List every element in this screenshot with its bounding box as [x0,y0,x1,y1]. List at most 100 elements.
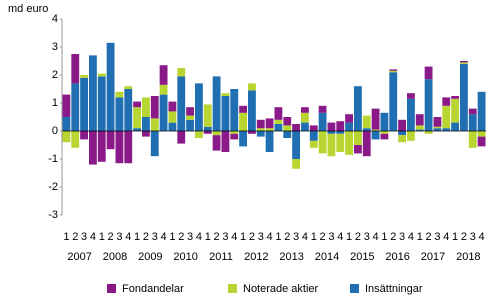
bar-segment [389,72,398,131]
year-label: 2011 [209,251,233,263]
bar-segment [451,96,459,99]
bar-segment [239,112,247,131]
bar-segment [248,83,256,91]
year-label: 2008 [103,251,127,263]
legend-swatch [228,284,237,293]
bar-segment [477,91,486,131]
bar-segment [301,122,309,131]
x-tick-label: 4 [196,231,202,243]
year-label: 2016 [385,251,409,263]
x-tick-label: 3 [364,231,370,243]
bar-segment [115,91,124,98]
x-tick-label: 4 [443,231,449,243]
bar-segment [274,107,283,120]
bar-segment [159,94,168,131]
bar-segment [451,122,459,131]
bar-segment [97,73,106,77]
bar-segment [239,131,247,147]
bar-segment [80,131,88,140]
y-tick-label: -2 [48,181,58,193]
bar-segment [106,131,115,150]
bar-segment [407,93,415,99]
bar-segment [203,126,212,131]
bar-segment [97,131,106,162]
bar-segment [230,89,239,131]
bar-segment [256,131,265,137]
x-tick-label: 4 [479,231,485,243]
bar-segment [248,90,256,131]
bar-segment [274,124,283,131]
bar-segment [442,105,451,129]
x-tick-label: 3 [222,231,228,243]
x-tick-label: 2 [284,231,290,243]
bar-segment [195,131,203,138]
bar-segment [212,76,221,131]
bar-segment [442,97,451,106]
bar-segment [124,89,133,131]
bar-segment [380,112,389,131]
year-label: 2017 [421,251,445,263]
bar-segment [468,131,477,148]
bar-segment [424,66,433,80]
legend-swatch [350,284,359,293]
x-tick-label: 2 [108,231,114,243]
bar-segment [265,118,274,129]
x-tick-label: 2 [355,231,361,243]
bar-segment [415,125,424,130]
x-tick-label: 3 [152,231,158,243]
year-label: 2013 [279,251,303,263]
x-tick-label: 3 [399,231,405,243]
bar-segment [71,83,80,131]
year-label: 2007 [67,251,91,263]
x-tick-label: 1 [63,231,69,243]
bar-segment [106,42,115,131]
bar-segment [133,107,141,129]
bar-segment [256,119,265,129]
bar-segment [345,114,353,123]
x-tick-label: 4 [125,231,131,243]
bar-segment [62,131,71,143]
bar-segment [407,98,415,131]
bar-segment [283,125,292,131]
bar-segment [150,131,159,157]
bar-segment [186,107,194,116]
x-tick-label: 2 [390,231,396,243]
x-tick-label: 3 [328,231,334,243]
bar-segment [362,128,371,131]
y-tick-label: 4 [52,13,58,25]
bar-segment [415,114,424,126]
x-tick-label: 2 [178,231,184,243]
x-tick-label: 2 [143,231,149,243]
legend-label: Insättningar [365,283,423,295]
bar-segment [256,128,265,131]
bar-segment [230,131,239,134]
year-label: 2018 [456,251,480,263]
bar-segment [301,112,309,123]
bar-segment [115,97,124,131]
bar-segment [203,104,212,127]
bar-segment [168,122,177,131]
bar-segment [389,69,398,71]
year-label: 2014 [315,251,339,263]
bar-segment [265,131,274,152]
bar-segment [354,145,362,154]
bar-segment [283,117,292,126]
bar-segment [380,133,389,140]
bar-segment [292,131,300,159]
bar-segment [318,112,327,131]
bar-segment [442,128,451,131]
x-tick-label: 2 [320,231,326,243]
bar-segment [389,70,398,73]
y-tick-label: 2 [52,69,58,81]
bar-segment [203,131,212,134]
bar-segment [115,131,124,164]
legend-label: Fondandelar [122,283,184,295]
bar-segment [354,86,362,131]
bar-segment [89,131,97,165]
bar-segment [239,105,247,113]
bar-segment [371,129,380,131]
x-tick-label: 1 [134,231,140,243]
x-tick-label: 1 [99,231,105,243]
x-tick-label: 4 [337,231,343,243]
bar-segment [97,76,106,131]
